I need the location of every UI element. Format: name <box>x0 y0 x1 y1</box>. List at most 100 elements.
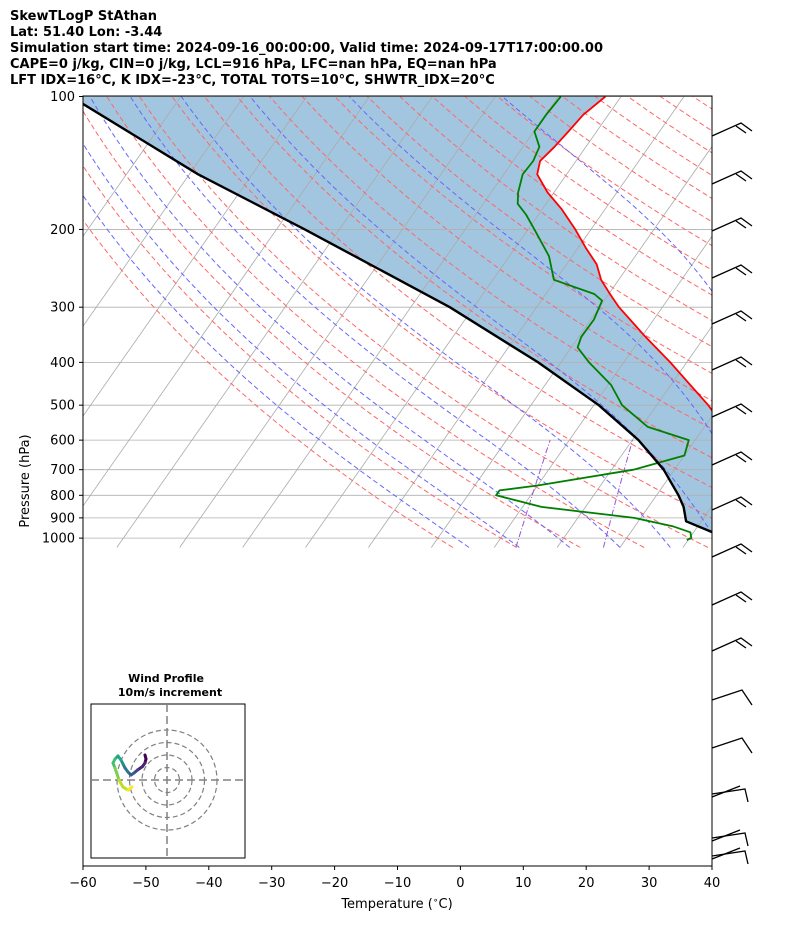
wind-barb <box>711 122 753 137</box>
dry-adiabat <box>83 219 454 548</box>
dry-adiabat <box>432 96 712 296</box>
barb-flag <box>735 406 747 415</box>
hodograph-segment <box>113 766 121 782</box>
isotherm <box>242 96 559 548</box>
x-tick-label: −20 <box>321 876 348 891</box>
barb-shaft <box>711 496 753 511</box>
x-axis-label: Temperature (∘C) <box>340 896 452 912</box>
wind-barb <box>711 264 753 279</box>
barb-shaft <box>711 637 753 652</box>
moist-adiabat <box>83 142 520 548</box>
y-tick-label: 400 <box>50 356 75 371</box>
barb-shaft <box>711 356 753 371</box>
barb-shaft <box>711 591 753 606</box>
parcel-line <box>83 102 712 534</box>
y-tick-label: 200 <box>50 223 75 238</box>
moist-adiabat <box>723 97 794 548</box>
barb-shaft <box>711 122 753 137</box>
mixing-ratio-line <box>515 439 551 548</box>
x-tick-label: −30 <box>258 876 285 891</box>
barb-flag <box>735 173 747 182</box>
index-line: LFT IDX=16°C, K IDX=-23°C, TOTAL TOTS=10… <box>10 73 495 88</box>
hodograph-subtitle: 10m/s increment <box>118 686 222 699</box>
isotherm <box>83 96 370 507</box>
barb-flag <box>735 499 747 508</box>
wind-barb <box>711 356 753 371</box>
isotherm <box>83 96 182 238</box>
wind-barb <box>711 170 753 185</box>
dry-adiabat <box>269 96 712 430</box>
hodograph-title: Wind Profile <box>128 672 204 685</box>
barb-flag <box>711 785 741 798</box>
barb-shaft <box>711 543 753 558</box>
x-tick-label: 30 <box>641 876 658 891</box>
moist-adiabat <box>129 96 621 548</box>
wind-barb <box>711 543 753 558</box>
wind-barb <box>711 737 753 754</box>
dry-adiabat <box>106 96 645 548</box>
wind-barb <box>711 829 749 847</box>
wind-barb <box>711 451 753 466</box>
y-tick-label: 700 <box>50 463 75 478</box>
dry-adiabat <box>83 164 517 548</box>
isotherm <box>83 96 245 327</box>
wind-barb <box>711 637 753 652</box>
wind-barb <box>711 496 753 511</box>
barb-shaft <box>711 451 753 466</box>
moist-adiabat <box>83 194 470 548</box>
barb-shaft <box>711 403 753 418</box>
barb-shaft <box>711 217 753 232</box>
y-tick-label: 800 <box>50 489 75 504</box>
chart-title: SkewTLogP StAthan <box>10 9 158 24</box>
moist-adiabat <box>89 96 571 548</box>
x-axis: −60 −50 −40 −30 −20 −10 0 10 20 30 40 <box>69 866 720 891</box>
x-tick-label: −40 <box>195 876 222 891</box>
barb-flag <box>735 640 747 649</box>
y-axis-label: Pressure (hPa) <box>18 434 33 527</box>
moist-adiabat <box>180 96 671 548</box>
hodograph-inset: Wind Profile 10m/s increment <box>90 672 246 859</box>
isotherm <box>746 97 794 548</box>
isotherm <box>493 235 712 548</box>
wind-barb <box>711 310 753 325</box>
barb-flag <box>711 847 741 860</box>
isotherm <box>556 325 712 548</box>
barb-shaft <box>711 170 753 185</box>
dry-adiabat <box>236 96 712 459</box>
plot-area <box>83 96 794 548</box>
time-line: Simulation start time: 2024-09-16_00:00:… <box>10 41 603 56</box>
isotherm <box>430 145 712 548</box>
chart-header: SkewTLogP StAthan Lat: 51.40 Lon: -3.44 … <box>10 9 603 89</box>
wind-barb <box>711 847 749 865</box>
barb-flag <box>735 359 747 368</box>
x-tick-label: −10 <box>384 876 411 891</box>
x-tick-label: −60 <box>69 876 96 891</box>
dry-adiabat <box>138 96 709 548</box>
isotherm <box>179 96 496 548</box>
isotherm <box>83 96 307 417</box>
barb-flag <box>735 220 747 229</box>
y-tick-label: 300 <box>50 301 75 316</box>
x-tick-label: 0 <box>456 876 464 891</box>
wind-barbs <box>711 122 753 865</box>
location-line: Lat: 51.40 Lon: -3.44 <box>10 25 163 40</box>
cape-line: CAPE=0 j/kg, CIN=0 j/kg, LCL=916 hPa, LF… <box>10 57 497 72</box>
y-tick-label: 100 <box>50 90 75 105</box>
barb-shaft <box>711 689 753 706</box>
barb-flag <box>735 454 747 463</box>
barb-shaft <box>711 310 753 325</box>
y-tick-label: 900 <box>50 511 75 526</box>
isotherm <box>368 96 685 548</box>
barb-flag <box>735 267 747 276</box>
isotherm <box>116 96 433 548</box>
barb-flag <box>735 546 747 555</box>
x-tick-label: 40 <box>704 876 721 891</box>
y-tick-label: 500 <box>50 399 75 414</box>
parcel-shading <box>83 96 712 533</box>
x-tick-label: −50 <box>132 876 159 891</box>
hodograph-segment <box>126 785 134 792</box>
dry-adiabat <box>366 96 712 348</box>
barb-flag <box>735 313 747 322</box>
x-tick-label: 20 <box>578 876 595 891</box>
hodograph-frame <box>90 703 246 859</box>
